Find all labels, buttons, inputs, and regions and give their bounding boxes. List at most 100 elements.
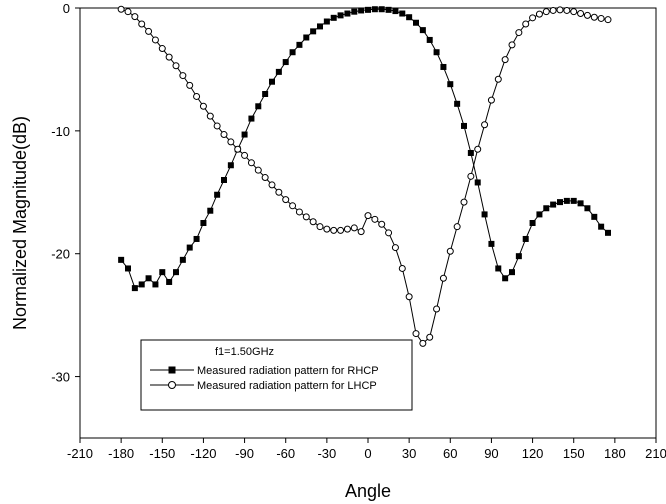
data-point (577, 200, 584, 207)
data-point (227, 138, 235, 146)
data-point (378, 6, 385, 13)
data-point (323, 18, 330, 25)
data-point (255, 103, 262, 110)
data-point (399, 10, 406, 17)
data-point (488, 240, 495, 247)
data-point (179, 256, 186, 263)
data-point (317, 23, 323, 30)
x-tick-label: 150 (563, 446, 585, 461)
data-point (563, 6, 571, 14)
data-point (241, 151, 249, 159)
data-point (474, 179, 481, 186)
data-point (207, 207, 214, 214)
data-point (254, 166, 262, 174)
data-point (241, 131, 248, 138)
data-point (556, 6, 564, 14)
x-tick-label: 120 (522, 446, 544, 461)
data-point (268, 181, 276, 189)
legend-title: f1=1.50GHz (215, 346, 274, 358)
data-point (474, 145, 482, 153)
data-point (131, 285, 138, 292)
data-point (453, 223, 461, 231)
legend-rhcp-marker (168, 366, 176, 374)
data-point (591, 213, 598, 220)
data-point (385, 229, 393, 237)
data-point (145, 27, 153, 35)
data-point (269, 78, 275, 85)
data-point (118, 256, 125, 263)
data-point (337, 12, 344, 19)
data-point (502, 275, 509, 282)
data-point (577, 10, 585, 18)
data-point (316, 223, 324, 231)
data-point (193, 92, 201, 100)
data-point (158, 45, 166, 53)
x-tick-label: -120 (190, 446, 216, 461)
data-point (529, 220, 536, 226)
data-point (173, 269, 179, 276)
data-point (166, 278, 173, 285)
data-point (275, 68, 282, 75)
data-point (330, 14, 337, 21)
data-point (310, 28, 317, 35)
y-tick-label: -30 (51, 370, 70, 385)
data-point (509, 269, 515, 276)
data-point (454, 100, 461, 107)
y-axis-label: Normalized Magnitude(dB) (10, 116, 30, 330)
data-point (138, 281, 145, 288)
data-point (563, 197, 570, 204)
data-point (549, 6, 557, 14)
data-point (193, 235, 200, 242)
data-point (522, 235, 529, 242)
data-point (412, 330, 420, 338)
data-point (227, 162, 234, 169)
data-point (131, 13, 139, 21)
data-point (371, 215, 379, 223)
data-point (145, 275, 152, 282)
data-point (461, 122, 467, 129)
data-point (330, 226, 338, 234)
data-point (419, 339, 427, 347)
data-point (419, 27, 426, 34)
data-point (433, 49, 440, 56)
data-point (159, 269, 166, 276)
data-point (213, 122, 221, 130)
data-point (234, 145, 242, 153)
data-point (495, 265, 502, 272)
data-point (200, 220, 207, 226)
data-point (344, 10, 351, 17)
data-point (398, 264, 406, 272)
data-point (206, 112, 214, 120)
data-point (487, 96, 495, 104)
data-point (583, 11, 591, 19)
data-point (343, 225, 351, 233)
data-point (426, 333, 434, 341)
data-point (275, 188, 283, 196)
data-point (605, 229, 611, 236)
data-point (535, 10, 543, 18)
y-axis-ticks: 0 -10 -20 -30 (51, 1, 80, 385)
data-point (262, 91, 269, 97)
data-point (296, 41, 303, 48)
data-point (186, 244, 193, 251)
data-point (494, 75, 502, 83)
series-layer (117, 5, 612, 347)
x-axis-label: Angle (345, 481, 391, 501)
data-point (220, 131, 228, 139)
data-point (460, 198, 468, 206)
data-point (151, 36, 159, 44)
data-point (357, 228, 365, 236)
data-point (385, 6, 392, 13)
y-tick-label: 0 (63, 1, 70, 16)
data-point (598, 223, 605, 230)
x-tick-label: -30 (317, 446, 336, 461)
data-point (350, 224, 358, 232)
data-point (309, 218, 317, 226)
data-point (584, 205, 591, 212)
data-point (508, 41, 516, 49)
x-tick-label: -210 (67, 446, 93, 461)
data-point (550, 201, 557, 208)
data-point (295, 208, 303, 216)
data-point (440, 63, 447, 70)
